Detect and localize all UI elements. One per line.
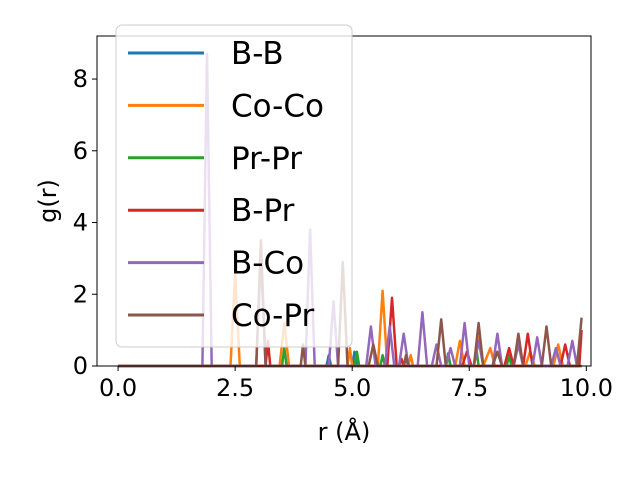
x-tick-label: 5.0 [333, 374, 371, 402]
x-tick-label: 2.5 [216, 374, 254, 402]
x-axis-label: r (Å) [318, 417, 371, 446]
legend-label: Co-Co [231, 88, 324, 124]
legend-label: Co-Pr [231, 298, 315, 334]
legend-label: B-B [231, 36, 284, 72]
x-tick-label: 7.5 [450, 374, 488, 402]
y-tick-label: 4 [73, 209, 88, 237]
y-axis-label: g(r) [34, 179, 62, 223]
y-tick-label: 6 [73, 137, 88, 165]
y-tick-label: 0 [73, 352, 88, 380]
x-tick-label: 10.0 [560, 374, 613, 402]
y-tick-label: 2 [73, 280, 88, 308]
x-tick-label: 0.0 [99, 374, 137, 402]
legend-label: B-Co [231, 246, 304, 282]
legend-label: Pr-Pr [231, 141, 302, 177]
axis-ticks: 0.0 2.5 5.0 7.5 10.0 0 2 4 6 8 [73, 65, 613, 402]
legend: B-B Co-Co Pr-Pr B-Pr B-Co Co-Pr [115, 24, 353, 348]
legend-label: B-Pr [231, 193, 295, 229]
y-tick-label: 8 [73, 65, 88, 93]
